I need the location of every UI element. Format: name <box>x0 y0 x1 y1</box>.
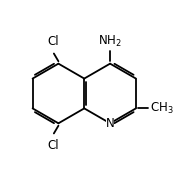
Text: Cl: Cl <box>47 139 59 152</box>
Text: Cl: Cl <box>47 35 59 48</box>
Text: NH$_2$: NH$_2$ <box>98 34 122 49</box>
Text: N: N <box>106 117 114 130</box>
Text: CH$_3$: CH$_3$ <box>150 101 174 116</box>
